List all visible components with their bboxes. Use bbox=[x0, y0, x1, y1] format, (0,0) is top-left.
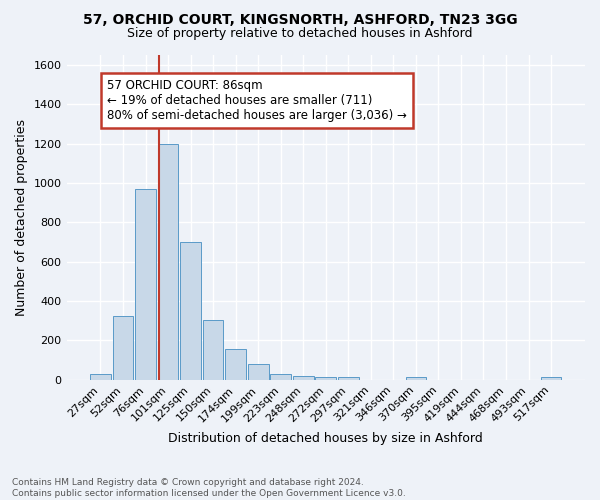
Bar bbox=[135, 190, 156, 380]
Bar bbox=[316, 377, 336, 380]
Text: 57, ORCHID COURT, KINGSNORTH, ASHFORD, TN23 3GG: 57, ORCHID COURT, KINGSNORTH, ASHFORD, T… bbox=[83, 12, 517, 26]
Bar bbox=[541, 377, 562, 380]
Bar bbox=[158, 144, 178, 380]
Bar bbox=[338, 377, 359, 380]
Bar bbox=[113, 316, 133, 380]
Bar bbox=[90, 374, 111, 380]
Bar bbox=[271, 374, 291, 380]
Text: Contains HM Land Registry data © Crown copyright and database right 2024.
Contai: Contains HM Land Registry data © Crown c… bbox=[12, 478, 406, 498]
Text: Size of property relative to detached houses in Ashford: Size of property relative to detached ho… bbox=[127, 28, 473, 40]
Bar bbox=[406, 377, 426, 380]
X-axis label: Distribution of detached houses by size in Ashford: Distribution of detached houses by size … bbox=[169, 432, 483, 445]
Y-axis label: Number of detached properties: Number of detached properties bbox=[15, 119, 28, 316]
Bar bbox=[180, 242, 201, 380]
Bar bbox=[203, 320, 223, 380]
Text: 57 ORCHID COURT: 86sqm
← 19% of detached houses are smaller (711)
80% of semi-de: 57 ORCHID COURT: 86sqm ← 19% of detached… bbox=[107, 78, 407, 122]
Bar bbox=[225, 350, 246, 380]
Bar bbox=[293, 376, 314, 380]
Bar bbox=[248, 364, 269, 380]
